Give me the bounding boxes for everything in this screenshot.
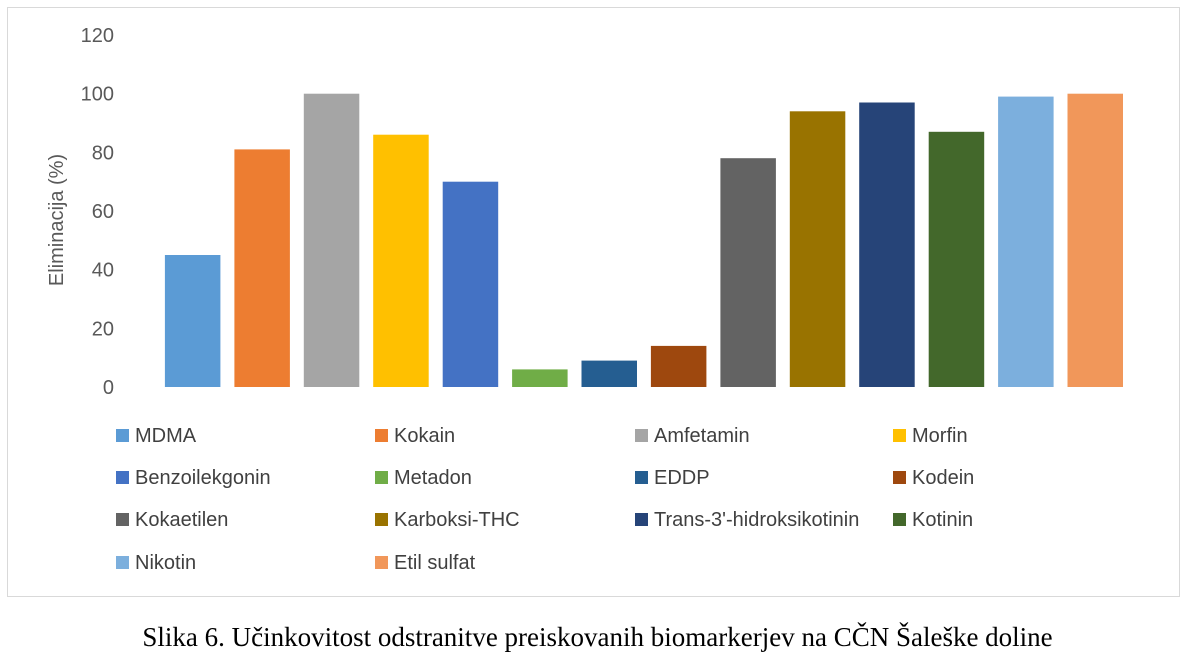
legend: MDMA Kokain Amfetamin Morfin Benzoilekgonin M… [116,425,974,574]
legend-label: Etil sulfat [394,552,476,574]
legend-swatch [116,513,129,526]
y-axis: 0 20 40 60 80 100 120 [81,25,114,399]
y-tick-label: 0 [103,377,114,399]
bar-karboksi-thc [789,111,846,388]
legend-label: MDMA [135,425,197,447]
legend-label: Nikotin [135,552,196,574]
bar-kotinin [928,131,985,387]
bar-mdma [164,255,221,387]
y-axis-title: Eliminacija (%) [46,154,68,286]
legend-label: Karboksi-THC [394,509,520,531]
legend-label: Kokain [394,425,455,447]
legend-swatch [116,556,129,569]
y-tick-label: 120 [81,25,114,47]
legend-item: Etil sulfat [375,552,476,574]
legend-item: Kokaetilen [116,509,228,531]
legend-label: EDDP [654,467,710,489]
legend-swatch [893,513,906,526]
bar-nikotin [998,96,1054,387]
bar-amfetamin [303,93,360,387]
bars [164,93,1123,388]
y-tick-label: 100 [81,84,114,106]
bar-morfin [373,134,429,387]
legend-item: Karboksi-THC [375,509,520,531]
bar-kokaetilen [720,158,776,387]
legend-item: MDMA [116,425,197,447]
bar-benzoilekgonin [442,181,499,387]
legend-item: Kokain [375,425,455,447]
y-tick-label: 20 [92,318,114,340]
legend-swatch [116,429,129,442]
legend-label: Morfin [912,425,968,447]
legend-swatch [375,471,388,484]
legend-item: Kodein [893,467,974,489]
bar-metadon [512,369,568,387]
legend-swatch [375,429,388,442]
y-tick-label: 60 [92,201,114,223]
legend-item: Benzoilekgonin [116,467,271,489]
legend-label: Kokaetilen [135,509,228,531]
legend-swatch [893,429,906,442]
legend-swatch [116,471,129,484]
legend-swatch [893,471,906,484]
legend-swatch [635,513,648,526]
bar-kokain [234,149,290,387]
legend-item: Metadon [375,467,472,489]
legend-swatch [635,471,648,484]
legend-item: Trans-3'-hidroksikotinin [635,509,859,531]
legend-item: Nikotin [116,552,196,574]
legend-label: Amfetamin [654,425,750,447]
legend-label: Benzoilekgonin [135,467,271,489]
legend-swatch [375,556,388,569]
figure-caption: Slika 6. Učinkovitost odstranitve preisk… [142,622,1053,652]
y-tick-label: 80 [92,142,114,164]
legend-label: Kotinin [912,509,973,531]
legend-item: Kotinin [893,509,973,531]
chart-frame: 0 20 40 60 80 100 120 Eliminacija (%) MDMA Koka… [7,7,1180,597]
legend-swatch [635,429,648,442]
legend-item: Morfin [893,425,968,447]
legend-label: Trans-3'-hidroksikotinin [654,509,859,531]
legend-item: Amfetamin [635,425,750,447]
legend-swatch [375,513,388,526]
bar-trans-3-hidroksikotinin [859,102,915,387]
legend-label: Metadon [394,467,472,489]
legend-label: Kodein [912,467,974,489]
bar-chart: 0 20 40 60 80 100 120 Eliminacija (%) MDMA Koka… [46,25,1123,574]
y-tick-label: 40 [92,260,114,282]
legend-item: EDDP [635,467,710,489]
bar-etil-sulfat [1067,93,1123,387]
bar-eddp [581,360,637,387]
bar-kodein [650,345,707,387]
